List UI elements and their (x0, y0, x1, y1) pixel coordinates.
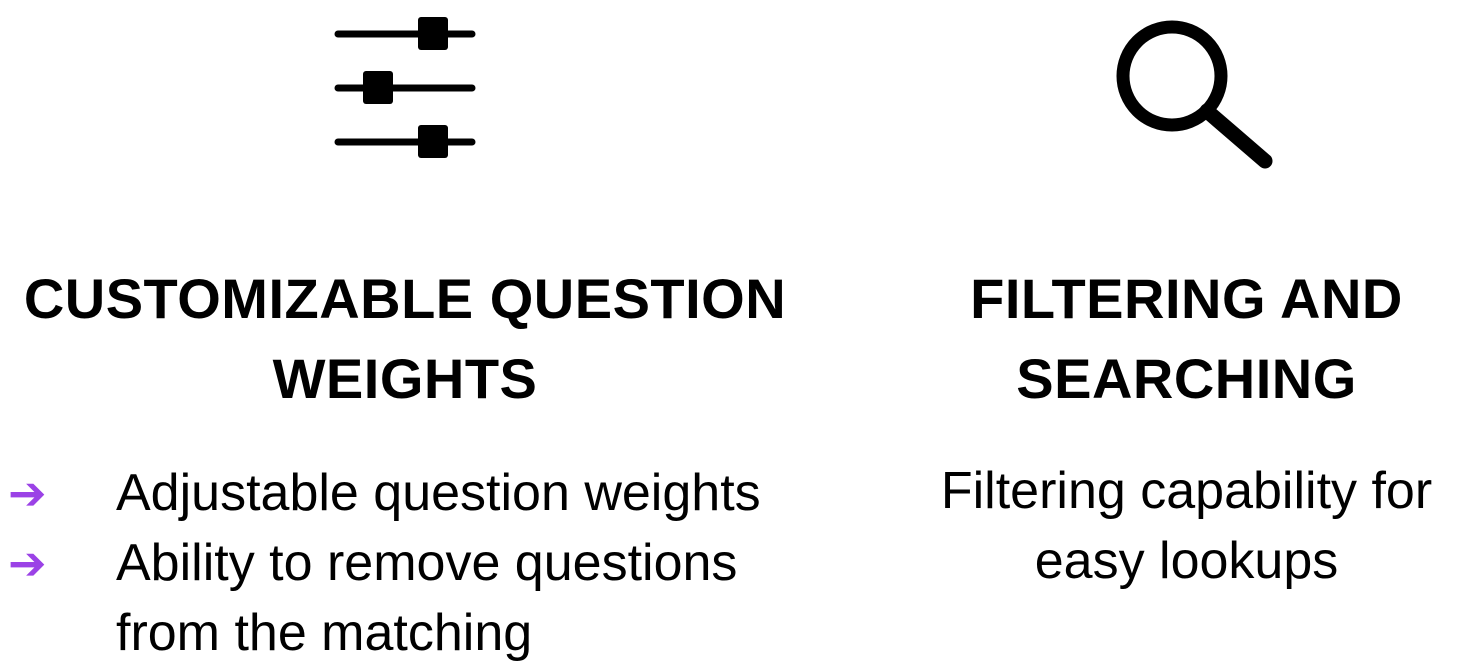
list-item: ➔ Adjustable question weights (0, 458, 810, 528)
feature-title: CUSTOMIZABLE QUESTION WEIGHTS (23, 267, 787, 410)
feature-customizable-weights: CUSTOMIZABLE QUESTION WEIGHTS ➔ Adjustab… (8, 12, 787, 662)
arrow-right-icon: ➔ (8, 536, 47, 590)
feature-title: FILTERING AND SEARCHING (970, 267, 1403, 410)
bullet-text: Ability to remove questions from the mat… (116, 534, 738, 662)
feature-bullet-list: ➔ Adjustable question weights ➔ Ability … (0, 458, 810, 668)
arrow-right-icon: ➔ (8, 466, 47, 520)
search-icon (1110, 4, 1280, 174)
feature-description: Filtering capability for easy lookups (940, 462, 1433, 590)
feature-filtering-searching: FILTERING AND SEARCHING Filtering capabi… (915, 0, 1458, 663)
list-item: ➔ Ability to remove questions from the m… (0, 528, 810, 668)
bullet-text: Adjustable question weights (116, 464, 761, 522)
sliders-icon (330, 12, 480, 162)
